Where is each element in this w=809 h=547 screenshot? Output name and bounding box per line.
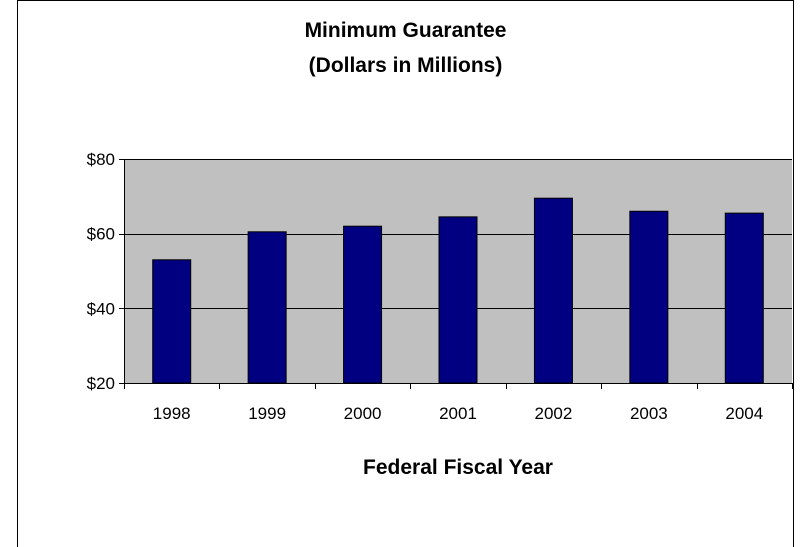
x-tick-label: 1998 [153, 404, 191, 423]
axes [119, 159, 793, 389]
chart-frame [17, 0, 794, 547]
chart-title: Minimum Guarantee [304, 19, 507, 42]
bar [247, 231, 287, 384]
chart-subtitle: (Dollars in Millions) [308, 54, 503, 77]
x-tick-label: 2001 [439, 404, 477, 423]
bar [724, 212, 764, 384]
bar [629, 210, 669, 384]
x-tick-label: 1999 [248, 404, 286, 423]
x-tick-labels: 1998 1999 2000 2001 2002 2003 2004 [153, 404, 763, 423]
bar [438, 216, 478, 384]
x-tick-label: 2004 [725, 404, 763, 423]
bar [343, 225, 383, 384]
y-tick-label: $80 [87, 150, 115, 169]
x-axis-label: Federal Fiscal Year [363, 456, 553, 479]
y-tick-label: $40 [87, 299, 115, 318]
bar [533, 197, 573, 384]
y-tick-label: $20 [87, 374, 115, 393]
y-tick-label: $60 [87, 225, 115, 244]
y-tick-labels: $20 $40 $60 $80 [87, 150, 115, 393]
x-tick-label: 2003 [630, 404, 668, 423]
x-tick-label: 2002 [535, 404, 573, 423]
x-tick-label: 2000 [344, 404, 382, 423]
bar [152, 259, 192, 384]
bars [152, 197, 764, 384]
